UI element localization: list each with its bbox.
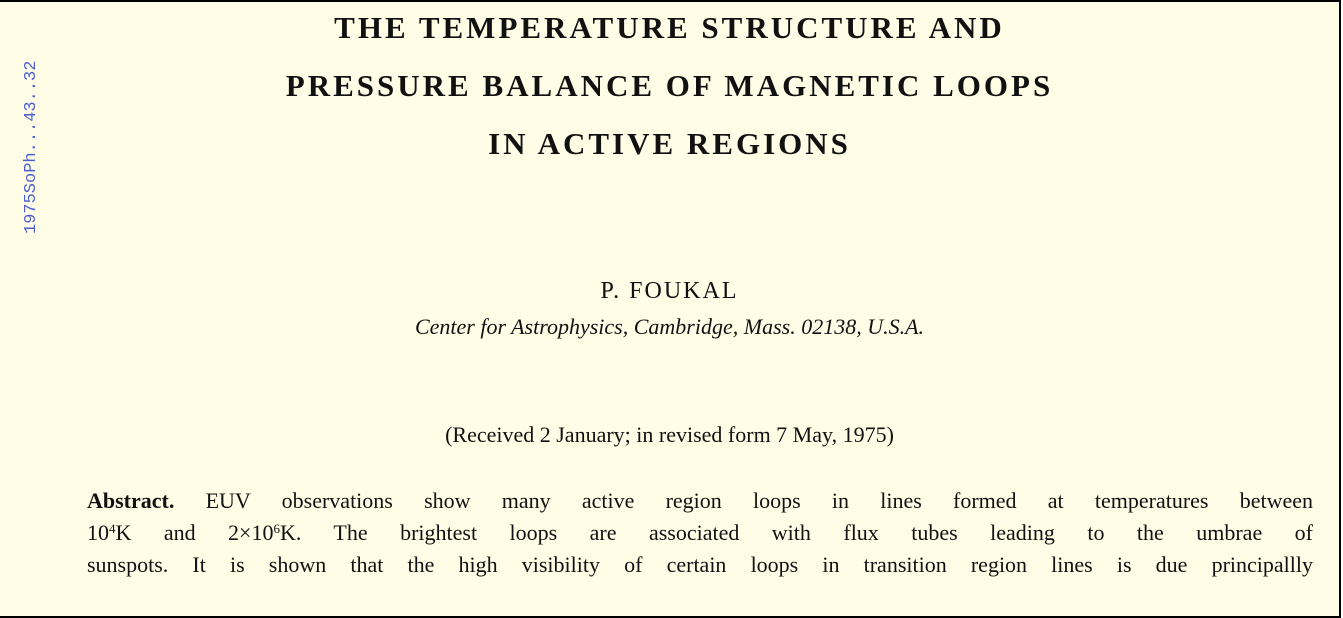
abstract-line: Abstract. EUV observations show many act… [87, 488, 1313, 514]
abstract-text: sunspots. It is shown that the high visi… [87, 552, 1313, 577]
received: (Received 2 January; in revised form 7 M… [445, 422, 894, 447]
abstract-line: 104K and 2×106K. The brightest loops are… [87, 520, 1313, 546]
abstract-text: 10 [87, 520, 109, 545]
abstract-text: K and 2×10 [115, 520, 274, 545]
title-line: THE TEMPERATURE STRUCTURE AND [334, 10, 1005, 45]
abstract-line: sunspots. It is shown that the high visi… [87, 552, 1313, 578]
title-line: PRESSURE BALANCE OF MAGNETIC LOOPS [285, 68, 1054, 103]
abstract-label: Abstract. [87, 488, 175, 513]
author: P. FOUKAL [600, 278, 739, 304]
abstract-text: EUV observations show many active region… [205, 488, 1314, 513]
abstract-text: K. The brightest loops are associated wi… [279, 520, 1313, 545]
affiliation: Center for Astrophysics, Cambridge, Mass… [414, 314, 925, 339]
title-line: IN ACTIVE REGIONS [488, 126, 851, 161]
superscript: 4 [109, 521, 116, 536]
superscript: 6 [273, 521, 280, 536]
